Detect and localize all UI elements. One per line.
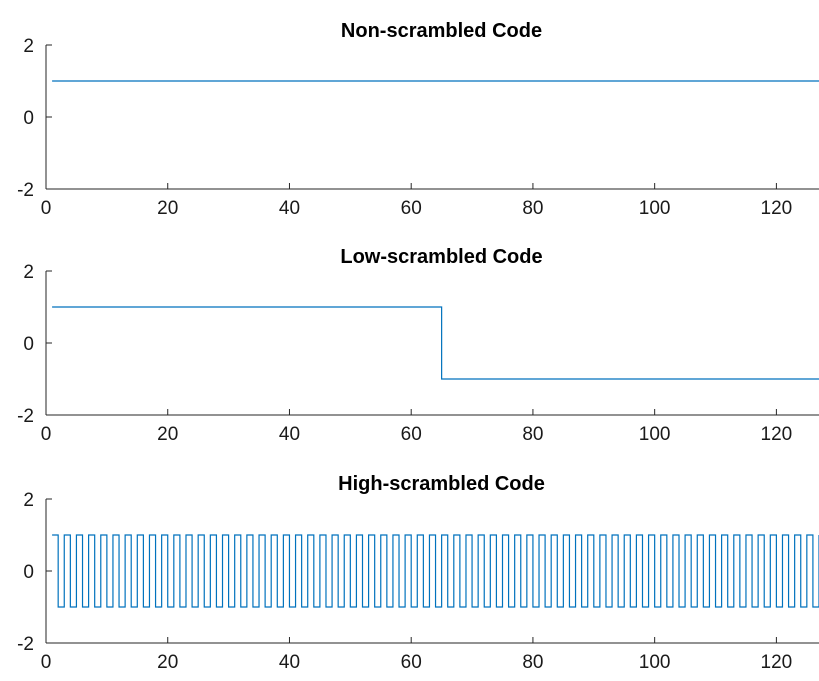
y-tick-label: 0 <box>23 334 34 355</box>
x-tick-label: 0 <box>41 198 52 219</box>
y-tick-label: 2 <box>23 262 34 283</box>
x-tick-label: 60 <box>401 424 422 445</box>
x-tick-label: 0 <box>41 652 52 673</box>
chart-title: Low-scrambled Code <box>340 246 542 268</box>
x-tick-label: 40 <box>279 652 300 673</box>
x-tick-label: 60 <box>401 652 422 673</box>
x-tick-label: 80 <box>522 652 543 673</box>
x-tick-label: 20 <box>157 652 178 673</box>
y-tick-label: 2 <box>23 490 34 511</box>
chart-title: High-scrambled Code <box>338 473 545 495</box>
chart-title: Non-scrambled Code <box>341 20 542 42</box>
x-tick-label: 120 <box>761 424 793 445</box>
series-line <box>52 534 819 608</box>
y-tick-label: 0 <box>23 562 34 583</box>
x-tick-label: 120 <box>761 198 793 219</box>
y-tick-label: -2 <box>17 180 34 201</box>
x-tick-label: 20 <box>157 424 178 445</box>
y-tick-label: 0 <box>23 108 34 129</box>
x-tick-label: 100 <box>639 652 671 673</box>
series-line <box>52 306 819 380</box>
x-tick-label: 40 <box>279 198 300 219</box>
y-tick-label: 2 <box>23 36 34 57</box>
x-tick-label: 60 <box>401 198 422 219</box>
y-tick-label: -2 <box>17 634 34 655</box>
x-tick-label: 100 <box>639 198 671 219</box>
x-tick-label: 20 <box>157 198 178 219</box>
x-tick-label: 80 <box>522 198 543 219</box>
x-tick-label: 40 <box>279 424 300 445</box>
y-tick-label: -2 <box>17 406 34 427</box>
x-tick-label: 100 <box>639 424 671 445</box>
x-tick-label: 120 <box>761 652 793 673</box>
x-tick-label: 80 <box>522 424 543 445</box>
x-tick-label: 0 <box>41 424 52 445</box>
